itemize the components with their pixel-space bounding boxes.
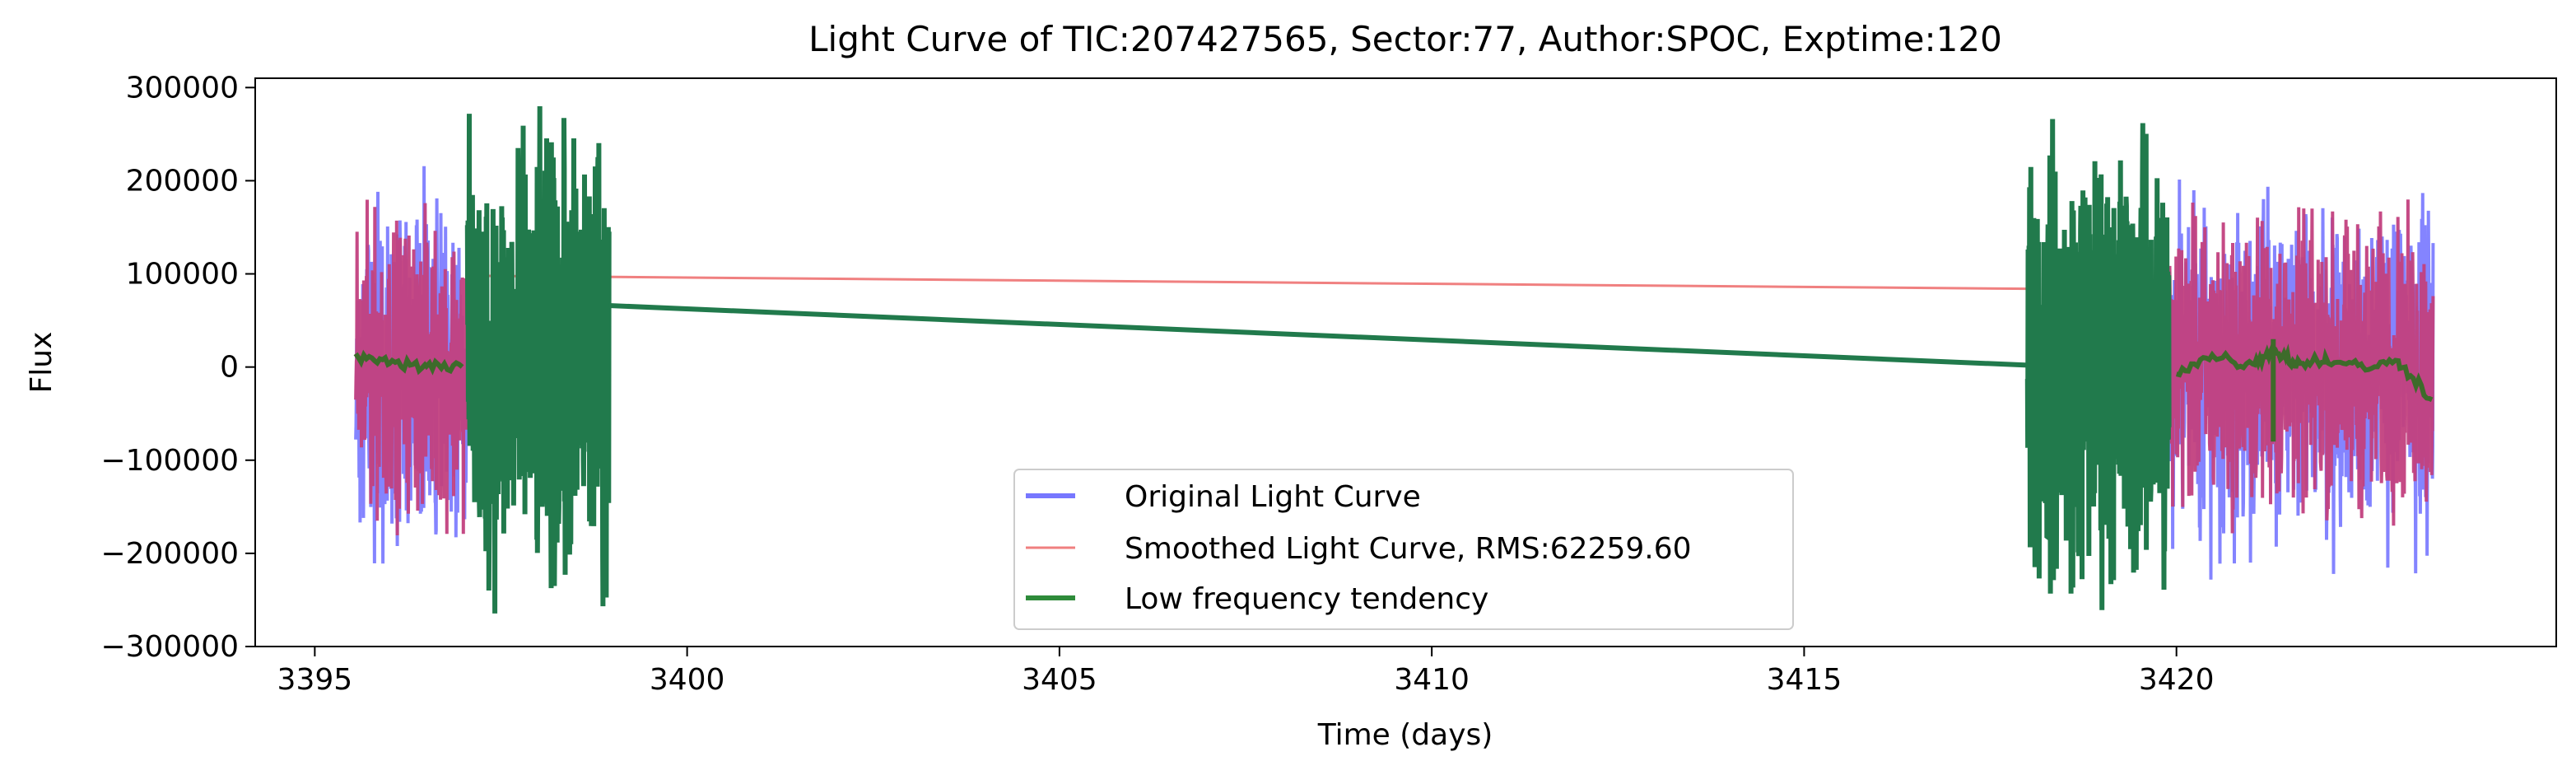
series-low-frequency-band (2024, 119, 2172, 610)
x-tick-label: 3420 (2139, 663, 2215, 697)
x-tick-label: 3405 (1022, 663, 1097, 697)
x-tick-label: 3400 (650, 663, 725, 697)
series-smoothed-segment (354, 199, 469, 536)
series-low-frequency-band (464, 105, 612, 614)
x-tick-label: 3410 (1394, 663, 1470, 697)
y-tick-label: 100000 (126, 258, 239, 292)
y-tick-label: −100000 (100, 444, 239, 478)
legend-label-low-frequency: Low frequency tendency (1125, 582, 1488, 616)
axes-frame (254, 77, 2557, 647)
series-low-frequency-connector (608, 303, 2028, 368)
y-tick-label: −200000 (100, 537, 239, 571)
y-tick-label: 0 (220, 351, 239, 385)
y-tick-label: 200000 (126, 164, 239, 198)
series-smoothed-connector (467, 274, 2028, 291)
legend-label-smoothed: Smoothed Light Curve, RMS:62259.60 (1125, 532, 1692, 566)
legend: Original Light Curve Smoothed Light Curv… (1013, 469, 1794, 630)
series-low-frequency-baseline (353, 349, 464, 376)
y-tick-label: 300000 (126, 71, 239, 105)
legend-label-original: Original Light Curve (1125, 480, 1421, 514)
x-tick-label: 3415 (1767, 663, 1842, 697)
y-axis-ticks: −300000 −200000 −100000 0 100000 200000 300000 (100, 71, 255, 664)
y-axis-label: Flux (25, 332, 58, 394)
chart-title: Light Curve of TIC:207427565, Sector:77,… (808, 19, 2002, 59)
x-tick-label: 3395 (277, 663, 353, 697)
plot-area (353, 105, 2435, 614)
series-low-frequency-baseline (2175, 343, 2434, 403)
y-tick-label: −300000 (100, 630, 239, 664)
legend-box (1013, 469, 1794, 630)
x-axis-label: Time (days) (1317, 718, 1493, 752)
x-axis-ticks: 3395 3400 3405 3410 3415 3420 (277, 647, 2215, 697)
series-smoothed-segment (2167, 199, 2435, 534)
